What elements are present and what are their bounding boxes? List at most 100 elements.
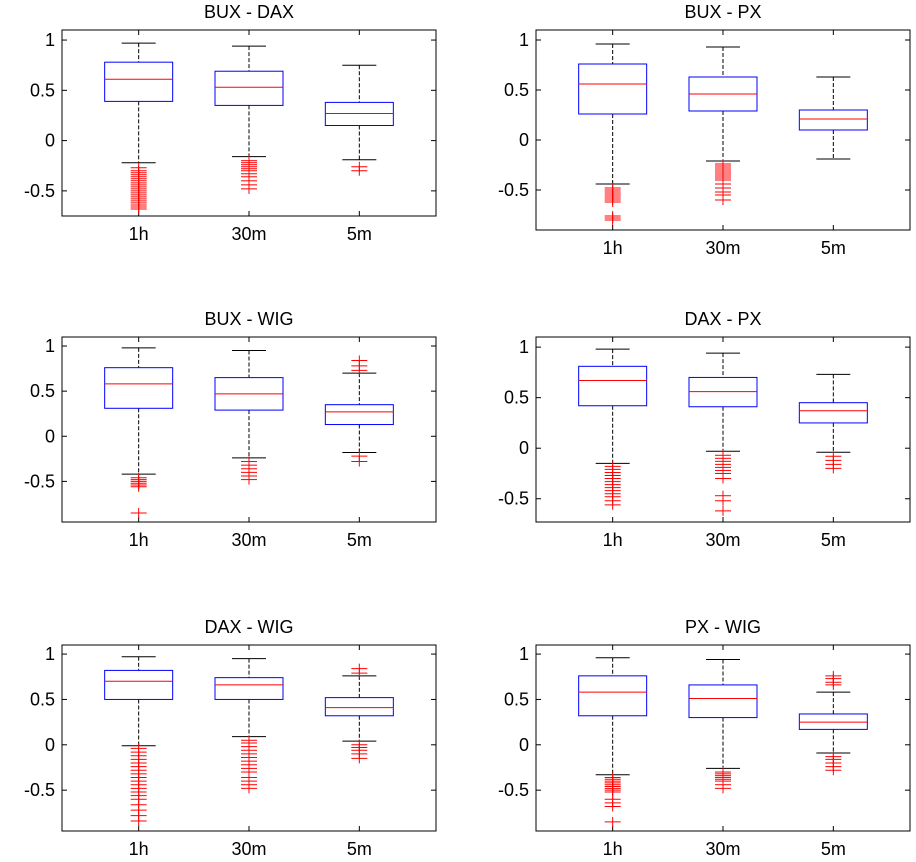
outlier-marker [715,495,731,506]
x-tick-label: 30m [231,530,266,550]
box-30m [688,46,758,205]
box-5m [798,670,868,776]
box-30m [214,45,284,194]
y-tick-label: -0.5 [498,780,529,800]
iqr-box [324,697,394,717]
x-tick-label: 5m [821,238,846,258]
iqr-box [798,109,868,131]
y-tick-label: 1 [519,337,529,357]
y-tick-label: 0.5 [30,80,55,100]
y-tick-label: 0 [45,131,55,151]
y-tick-label: 0 [519,438,529,458]
box-5m [324,355,394,467]
iqr-box [798,402,868,424]
y-tick-label: 1 [45,30,55,50]
y-tick-label: 0 [519,735,529,755]
y-tick-label: -0.5 [24,471,55,491]
outlier-marker [604,197,621,207]
y-tick-label: -0.5 [498,180,529,200]
y-tick-label: 1 [45,336,55,356]
outlier-marker [351,456,368,467]
y-tick-label: 1 [519,644,529,664]
x-tick-label: 30m [705,238,740,258]
iqr-box [104,669,174,700]
iqr-box [214,70,284,106]
iqr-box [578,675,648,717]
outlier-marker [241,474,257,485]
boxplot-panel: DAX - WIG 1 0.5 0 -0.5 1h 30m 5m [24,617,437,859]
box-1h [578,43,648,225]
y-tick-label: -0.5 [498,489,529,509]
y-tick-label: 0 [45,426,55,446]
iqr-box [324,101,394,127]
box-30m [214,658,284,794]
y-tick-label: 0.5 [30,689,55,709]
boxplot-panel: BUX - WIG 1 0.5 0 -0.5 1h 30m 5m [24,309,437,550]
x-tick-label: 5m [347,530,372,550]
y-tick-label: 0.5 [504,388,529,408]
outlier-marker [351,753,368,764]
outlier-marker [130,203,147,214]
boxplot-panel: BUX - DAX 1 0.5 0 -0.5 1h 30m 5m [24,2,437,244]
x-tick-label: 5m [821,839,846,859]
x-tick-label: 30m [705,839,740,859]
x-tick-label: 5m [347,839,372,859]
box-5m [324,663,394,764]
iqr-box [578,365,648,407]
outlier-marker [241,783,257,794]
y-tick-label: 0.5 [30,381,55,401]
y-tick-label: 1 [45,644,55,664]
outlier-marker [130,816,147,827]
outlier-marker [715,783,731,794]
x-tick-label: 1h [129,530,149,550]
outlier-marker [715,195,731,205]
panel-title: BUX - PX [684,2,761,22]
x-tick-label: 1h [603,238,623,258]
outlier-marker [825,463,842,474]
box-1h [104,42,174,214]
iqr-box [104,367,174,409]
panel-title: DAX - WIG [205,617,294,637]
box-1h [578,348,648,510]
y-tick-label: 1 [519,30,529,50]
outlier-marker [604,215,621,225]
outlier-marker [715,505,731,516]
box-30m [214,350,284,485]
outlier-marker [604,816,621,827]
y-tick-label: -0.5 [24,181,55,201]
boxplot-panel: DAX - PX 1 0.5 0 -0.5 1h 30m 5m [498,309,911,550]
box-30m [688,659,758,794]
x-tick-label: 1h [129,839,149,859]
y-tick-label: 0.5 [504,689,529,709]
outlier-marker [351,165,368,176]
iqr-box [688,376,758,408]
box-5m [324,64,394,176]
x-tick-label: 30m [231,839,266,859]
outlier-marker [715,473,731,484]
y-tick-label: 0 [45,735,55,755]
panel-title: PX - WIG [685,617,761,637]
panel-title: DAX - PX [684,309,761,329]
outlier-marker [351,355,368,366]
box-1h [104,347,174,518]
y-tick-label: -0.5 [24,780,55,800]
boxplot-panel: BUX - PX 1 0.5 0 -0.5 1h 30m 5m [498,2,911,258]
iqr-box [104,61,174,102]
box-5m [798,373,868,474]
outlier-marker [130,481,147,492]
box-30m [688,352,758,516]
box-5m [798,76,868,160]
outlier-marker [351,663,368,674]
boxplot-panel: PX - WIG 1 0.5 0 -0.5 1h 30m 5m [498,617,911,859]
box-1h [104,656,174,827]
panel-title: BUX - WIG [205,309,294,329]
iqr-box [214,677,284,700]
outlier-marker [241,183,257,194]
iqr-box [688,684,758,719]
outlier-marker [604,801,621,812]
box-1h [578,657,648,827]
x-tick-label: 5m [347,224,372,244]
y-tick-label: 0 [519,130,529,150]
x-tick-label: 1h [603,839,623,859]
x-tick-label: 5m [821,530,846,550]
